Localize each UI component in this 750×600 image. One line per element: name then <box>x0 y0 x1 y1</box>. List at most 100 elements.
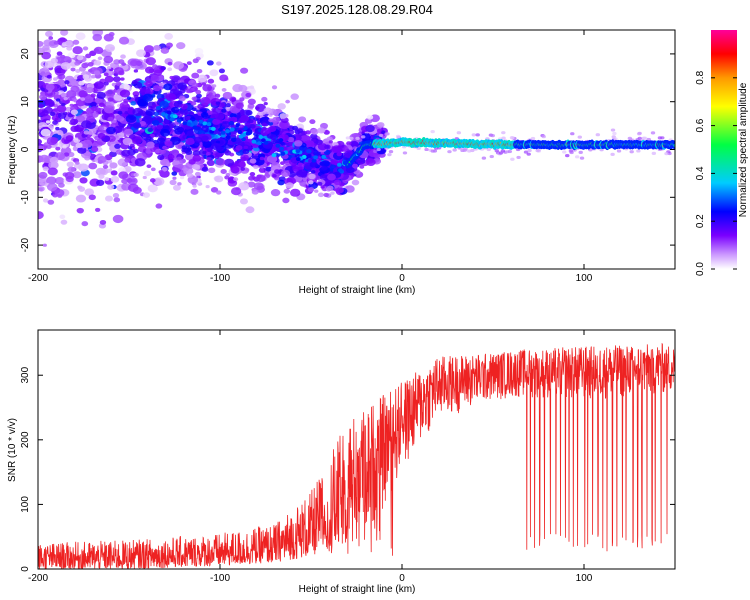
heat-cell <box>112 214 124 224</box>
heat-cell <box>60 92 67 98</box>
heat-cell <box>179 175 185 180</box>
heat-cell <box>181 145 188 150</box>
heat-cell <box>249 123 256 129</box>
snr-series-line <box>38 342 675 569</box>
heat-cell <box>255 114 261 119</box>
heat-cell <box>327 173 336 181</box>
heat-cell <box>304 140 315 148</box>
colorbar-gradient <box>711 30 737 269</box>
heat-cell <box>258 135 264 140</box>
heat-cell <box>132 91 140 97</box>
heat-cell <box>161 112 166 117</box>
heat-cell <box>93 46 104 55</box>
heat-cell <box>331 145 342 154</box>
heat-cell <box>75 161 80 165</box>
heat-cell <box>72 39 80 45</box>
heat-cell <box>160 47 170 54</box>
heat-cell <box>126 96 132 100</box>
heat-cell <box>230 187 242 196</box>
spectrogram-ytick-label: -10 <box>20 190 31 205</box>
heat-cell <box>91 146 99 153</box>
heat-cell <box>93 81 105 90</box>
heat-cell <box>345 185 355 193</box>
heat-cell <box>501 136 506 140</box>
heat-cell <box>145 80 153 87</box>
colorbar-tick-label: 0.4 <box>695 166 706 180</box>
heat-cell <box>177 82 187 90</box>
heat-cell <box>98 102 105 108</box>
heat-cell <box>574 155 580 159</box>
heat-cell <box>295 157 301 162</box>
heat-cell <box>338 168 343 173</box>
heat-cell <box>150 74 160 82</box>
heat-cell <box>60 146 72 156</box>
heat-cell <box>60 30 69 36</box>
heat-cell <box>85 53 92 59</box>
heat-cell <box>160 128 171 137</box>
heat-cell <box>610 152 615 156</box>
heat-cell <box>152 104 157 109</box>
heat-cell <box>176 42 186 50</box>
heat-cell <box>185 116 191 121</box>
heat-cell <box>206 159 215 167</box>
heat-cell <box>91 106 98 112</box>
heat-cell <box>279 113 288 119</box>
heat-cell <box>402 151 408 155</box>
colorbar-label: Normalized spectral amplitude <box>738 82 749 217</box>
heat-cell <box>118 36 130 45</box>
heat-cell <box>361 135 366 139</box>
heat-cell <box>82 46 89 51</box>
heat-cell <box>150 167 156 172</box>
heat-cell <box>462 148 467 152</box>
heat-cell <box>209 69 219 77</box>
heat-cell <box>155 203 163 209</box>
heat-cell <box>169 179 177 186</box>
heat-cell <box>194 48 204 55</box>
heat-cell <box>126 178 133 183</box>
snr-ylabel: SNR (10 * v/v) <box>7 418 18 482</box>
heat-cell <box>105 195 113 202</box>
heat-cell <box>158 169 164 175</box>
heat-cell <box>125 114 137 123</box>
heat-cell <box>643 136 648 140</box>
heat-cell <box>45 120 51 124</box>
heat-cell <box>237 130 243 135</box>
heat-cell <box>229 127 235 132</box>
heat-cell <box>40 128 51 137</box>
heat-cell <box>173 61 184 70</box>
heat-cell <box>88 194 96 201</box>
heat-cell <box>206 151 211 156</box>
heat-cell <box>456 131 462 135</box>
heat-cell <box>336 162 342 167</box>
heat-cell <box>285 182 294 189</box>
heat-cell <box>430 149 435 153</box>
heat-cell <box>238 182 250 191</box>
heat-cell <box>107 116 114 122</box>
heat-cell <box>39 154 50 163</box>
heat-cell <box>306 153 312 158</box>
heat-cell <box>47 199 55 205</box>
heat-cell <box>189 169 194 174</box>
heat-cell <box>38 109 43 113</box>
snr-frame <box>37 329 676 570</box>
heat-cell <box>76 207 84 214</box>
heat-cell <box>637 131 642 135</box>
heat-cell <box>72 46 83 55</box>
heat-cell <box>49 156 59 164</box>
heat-cell <box>129 59 139 67</box>
heat-cell <box>206 60 214 66</box>
heat-cell <box>657 136 663 140</box>
heat-cell <box>310 170 316 174</box>
heat-cell <box>229 131 237 137</box>
heat-cell <box>230 166 240 174</box>
heat-cell <box>298 116 307 123</box>
heat-cell <box>507 149 513 154</box>
heat-cell <box>251 189 259 195</box>
heat-cell <box>261 122 267 127</box>
heat-cell <box>107 97 114 102</box>
heat-cell <box>169 136 181 145</box>
heat-cell <box>271 153 277 158</box>
heat-cell <box>229 112 237 119</box>
heat-cell <box>323 192 329 198</box>
